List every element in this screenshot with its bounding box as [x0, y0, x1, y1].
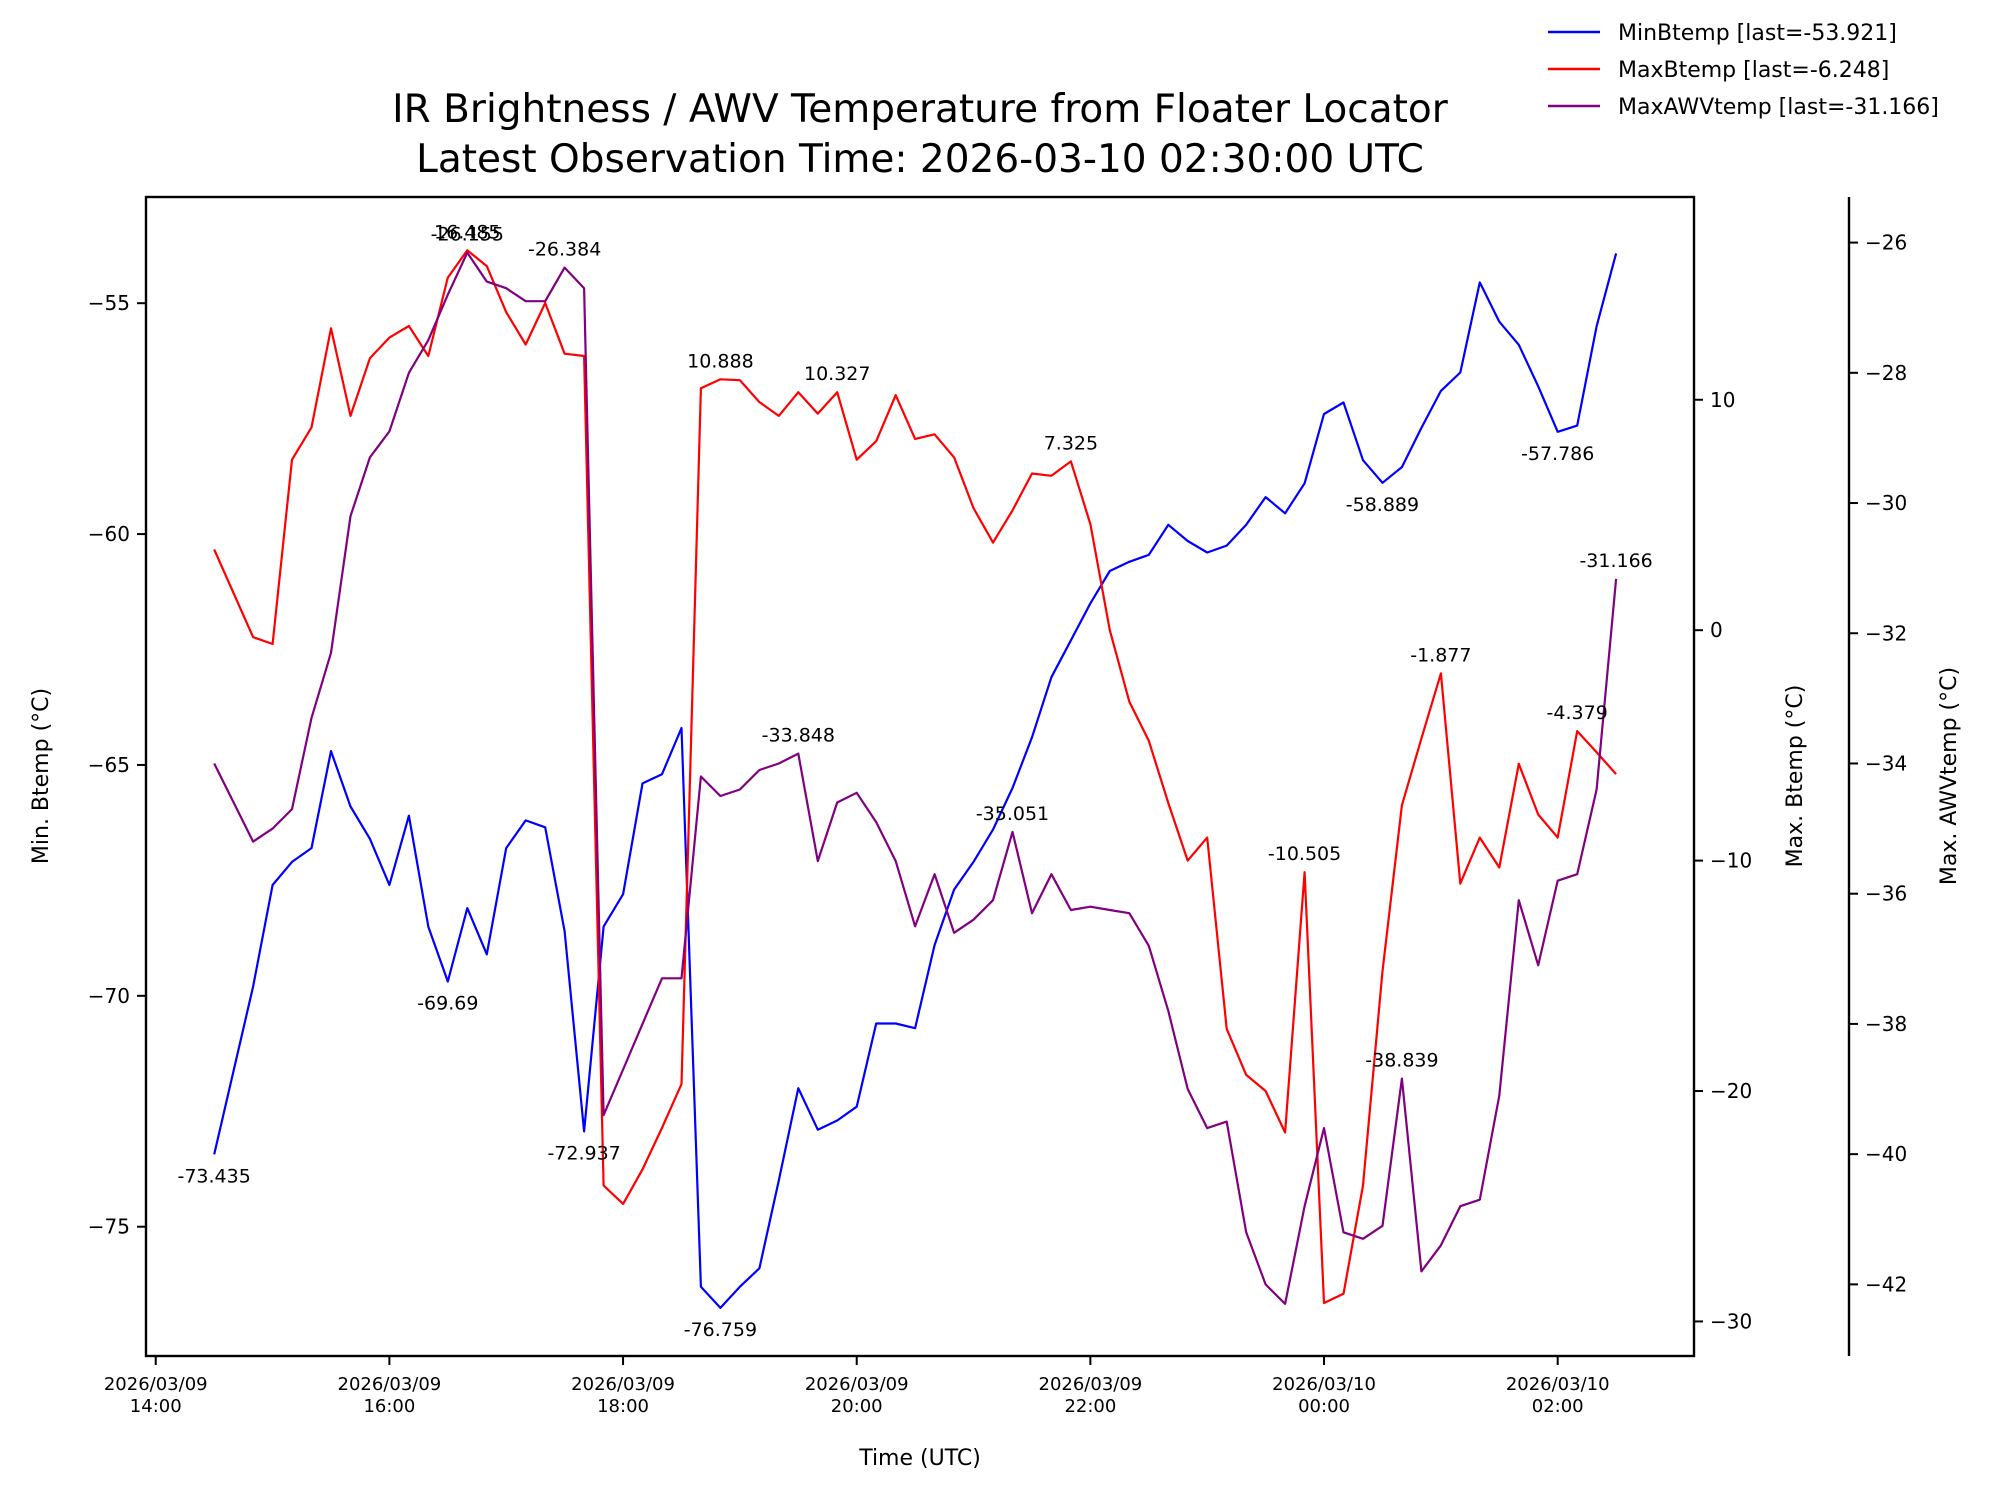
- legend-label-maxbtemp: MaxBtemp [last=-6.248]: [1618, 58, 1889, 83]
- x-tick-label-time: 18:00: [597, 1396, 649, 1417]
- x-tick-label-time: 16:00: [363, 1396, 415, 1417]
- annotation-label: 7.325: [1044, 432, 1098, 454]
- left-tick-label: −60: [88, 522, 130, 546]
- x-tick-label-time: 14:00: [130, 1396, 182, 1417]
- right1-tick-label: −30: [1710, 1309, 1752, 1333]
- right2-tick-label: −36: [1865, 882, 1907, 906]
- x-tick-label-time: 20:00: [831, 1396, 883, 1417]
- annotation-label: -69.69: [417, 993, 478, 1015]
- left-tick-label: −70: [88, 984, 130, 1008]
- x-tick-label-date: 2026/03/09: [805, 1374, 909, 1395]
- annotation-label: -33.848: [762, 725, 835, 747]
- right2-tick-label: −34: [1865, 751, 1907, 775]
- x-tick-label-date: 2026/03/09: [571, 1374, 675, 1395]
- left-tick-label: −75: [88, 1215, 130, 1239]
- x-tick-label-date: 2026/03/09: [338, 1374, 442, 1395]
- annotation-label: 10.888: [687, 350, 753, 372]
- right1-tick-label: 10: [1710, 388, 1735, 412]
- x-tick-label-time: 00:00: [1298, 1396, 1350, 1417]
- right2-tick-label: −40: [1865, 1142, 1907, 1166]
- right1-axis-label: Max. Btemp (°C): [1783, 685, 1808, 868]
- right2-tick-label: −26: [1865, 231, 1907, 255]
- annotation-label: -31.166: [1579, 550, 1652, 572]
- annotation-label: 10.327: [804, 363, 870, 385]
- right2-axis-label: Max. AWVtemp (°C): [1937, 667, 1962, 885]
- annotation-label: -73.435: [177, 1165, 250, 1187]
- x-axis-label: Time (UTC): [858, 1446, 981, 1471]
- right2-tick-label: −30: [1865, 491, 1907, 515]
- series-line-1: [213, 249, 1617, 1305]
- left-axis-label: Min. Btemp (°C): [29, 688, 54, 864]
- x-tick-label-time: 22:00: [1064, 1396, 1116, 1417]
- annotation-label: -10.505: [1268, 843, 1341, 865]
- x-tick-label-date: 2026/03/10: [1272, 1374, 1376, 1395]
- right2-tick-label: −32: [1865, 621, 1907, 645]
- annotation-label: -26.155: [431, 224, 504, 246]
- chart-title: IR Brightness / AWV Temperature from Flo…: [392, 87, 1449, 132]
- right1-tick-label: 0: [1710, 618, 1723, 642]
- legend: MinBtemp [last=-53.921] MaxBtemp [last=-…: [1548, 21, 1939, 120]
- right1-tick-label: −10: [1710, 849, 1752, 873]
- right2-tick-label: −38: [1865, 1012, 1907, 1036]
- annotation-label: -58.889: [1346, 494, 1419, 516]
- right2-tick-label: −28: [1865, 361, 1907, 385]
- left-tick-label: −65: [88, 753, 130, 777]
- annotation-label: -1.877: [1410, 644, 1471, 666]
- annotation-label: -57.786: [1521, 443, 1594, 465]
- annotation-label: -35.051: [976, 803, 1049, 825]
- right1-tick-label: −20: [1710, 1079, 1752, 1103]
- x-tick-label-date: 2026/03/09: [1039, 1374, 1143, 1395]
- left-tick-label: −55: [88, 291, 130, 315]
- series-line-2: [213, 251, 1618, 1306]
- data-annotations: -73.435 -69.69 -72.937 -76.759 -58.889 -57.78…: [177, 221, 1652, 1341]
- right2-tick-label: −42: [1865, 1272, 1907, 1296]
- x-tick-label-date: 2026/03/10: [1506, 1374, 1610, 1395]
- annotation-label: -26.384: [528, 239, 601, 261]
- chart-subtitle: Latest Observation Time: 2026-03-10 02:3…: [416, 137, 1424, 182]
- series-line-0: [213, 253, 1618, 1310]
- plot-frame: [144, 195, 1696, 1358]
- x-tick-label-date: 2026/03/09: [104, 1374, 208, 1395]
- annotation-label: -76.759: [684, 1319, 757, 1341]
- axis-ticks: 2026/03/0914:002026/03/0916:002026/03/09…: [88, 231, 1907, 1417]
- annotation-label: -4.379: [1547, 702, 1608, 724]
- annotation-label: -72.937: [547, 1142, 620, 1164]
- annotation-label: -38.839: [1365, 1050, 1438, 1072]
- legend-label-maxawvtemp: MaxAWVtemp [last=-31.166]: [1618, 95, 1939, 120]
- series-lines: [213, 249, 1618, 1310]
- legend-label-minbtemp: MinBtemp [last=-53.921]: [1618, 21, 1897, 46]
- x-tick-label-time: 02:00: [1532, 1396, 1584, 1417]
- annotation-label: 16.485: [434, 221, 500, 243]
